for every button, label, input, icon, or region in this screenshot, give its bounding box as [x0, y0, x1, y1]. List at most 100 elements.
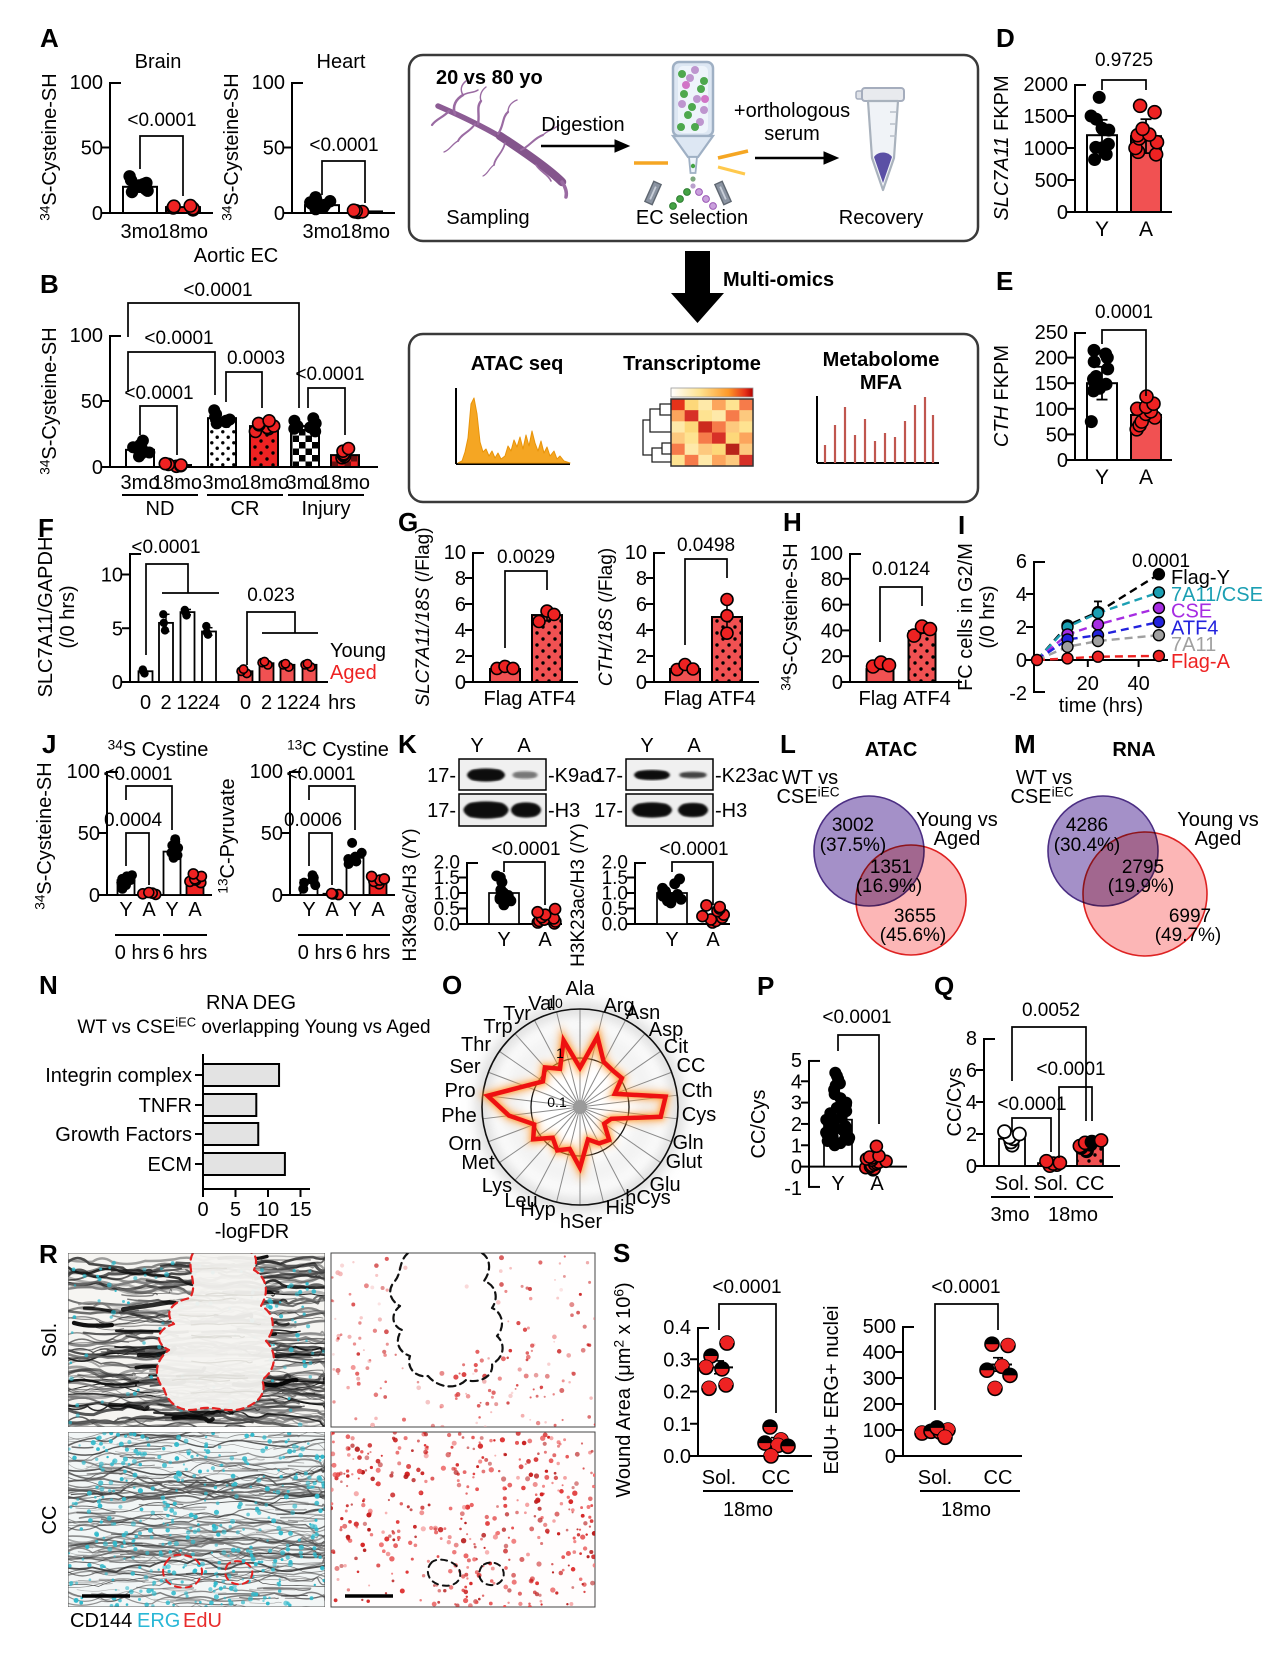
svg-text:ATF4: ATF4: [903, 688, 950, 710]
svg-text:Y: Y: [348, 899, 361, 921]
svg-text:R: R: [39, 1239, 58, 1269]
svg-text:Sol.: Sol.: [702, 1467, 736, 1489]
svg-text:EdU+ ERG+ nuclei: EdU+ ERG+ nuclei: [821, 1306, 843, 1475]
svg-text:6: 6: [966, 1060, 977, 1082]
svg-text:3mo: 3mo: [303, 221, 342, 243]
svg-text:RNA: RNA: [1112, 739, 1155, 761]
svg-text:D: D: [996, 23, 1015, 53]
svg-text:<0.0001: <0.0001: [822, 1007, 891, 1028]
svg-text:J: J: [42, 729, 56, 759]
svg-text:<0.0001: <0.0001: [124, 383, 193, 404]
svg-text:time (hrs): time (hrs): [1059, 695, 1143, 717]
svg-text:M: M: [1014, 729, 1036, 759]
svg-text:400: 400: [863, 1342, 896, 1364]
svg-text:RNA DEG: RNA DEG: [206, 992, 296, 1014]
svg-text:G: G: [398, 507, 418, 537]
svg-text:20 vs 80 yo: 20 vs 80 yo: [436, 67, 543, 89]
svg-text:10: 10: [625, 542, 647, 564]
svg-text:Metabolome: Metabolome: [823, 349, 940, 371]
svg-text:0: 0: [140, 692, 151, 714]
svg-text:<0.0001: <0.0001: [931, 1277, 1000, 1298]
svg-text:Y: Y: [640, 735, 653, 757]
svg-text:Gln: Gln: [672, 1132, 703, 1154]
svg-text:<0.0001: <0.0001: [131, 537, 200, 558]
svg-text:0: 0: [1057, 202, 1068, 224]
svg-text:10: 10: [257, 1199, 279, 1221]
svg-text:Young: Young: [330, 640, 386, 662]
svg-text:WT vs CSEiEC overlapping Young: WT vs CSEiEC overlapping Young vs Aged: [77, 1015, 430, 1038]
svg-text:(/0 hrs): (/0 hrs): [57, 585, 79, 648]
svg-text:34S Cystine: 34S Cystine: [108, 737, 209, 761]
svg-text:<0.0001: <0.0001: [286, 764, 355, 785]
svg-text:Orn: Orn: [448, 1133, 481, 1155]
svg-text:Sol.: Sol.: [918, 1467, 952, 1489]
svg-text:3: 3: [791, 1093, 802, 1115]
svg-text:-1: -1: [784, 1178, 802, 1200]
svg-text:34S-Cysteine-SH: 34S-Cysteine-SH: [37, 327, 61, 474]
svg-text:Hyp: Hyp: [520, 1199, 556, 1221]
svg-text:100: 100: [863, 1420, 896, 1442]
svg-text:3655: 3655: [894, 906, 936, 927]
svg-text:2795: 2795: [1122, 857, 1164, 878]
svg-text:Q: Q: [934, 971, 954, 1001]
svg-text:0.2: 0.2: [663, 1382, 691, 1404]
svg-text:Y: Y: [497, 929, 510, 951]
svg-text:18mo: 18mo: [1048, 1204, 1098, 1226]
svg-text:Y: Y: [1095, 218, 1109, 241]
svg-text:CSE: CSE: [1171, 601, 1212, 623]
svg-text:3mo: 3mo: [121, 221, 160, 243]
svg-text:Flag-A: Flag-A: [1171, 651, 1231, 673]
svg-text:ATF4: ATF4: [708, 688, 755, 710]
svg-text:hrs: hrs: [328, 692, 356, 714]
svg-text:Asn: Asn: [626, 1002, 660, 1024]
svg-text:Aged: Aged: [330, 662, 377, 684]
svg-text:serum: serum: [764, 123, 820, 145]
svg-text:Cys: Cys: [682, 1104, 716, 1126]
svg-text:0.0003: 0.0003: [227, 348, 285, 369]
svg-text:250: 250: [1035, 322, 1068, 344]
svg-text:Asp: Asp: [649, 1019, 683, 1041]
svg-text:A: A: [1139, 466, 1153, 489]
svg-text:<0.0001: <0.0001: [144, 328, 213, 349]
svg-text:500: 500: [863, 1316, 896, 1338]
svg-text:0.1: 0.1: [663, 1414, 691, 1436]
svg-text:CTH FKPM: CTH FKPM: [991, 345, 1013, 447]
svg-text:MFA: MFA: [860, 372, 902, 394]
svg-text:6: 6: [455, 594, 466, 616]
svg-text:34S-Cysteine-SH: 34S-Cysteine-SH: [37, 73, 61, 220]
svg-text:17-: 17-: [594, 765, 623, 787]
svg-text:50: 50: [78, 823, 100, 845]
svg-text:B: B: [40, 269, 59, 299]
svg-text:4: 4: [791, 1071, 802, 1093]
svg-text:6 hrs: 6 hrs: [346, 942, 390, 964]
svg-text:A: A: [870, 1173, 884, 1195]
svg-text:H3K23ac/H3 (/Y): H3K23ac/H3 (/Y): [568, 823, 589, 967]
svg-text:0: 0: [966, 1156, 977, 1178]
svg-text:SLC7A11/GAPDH: SLC7A11/GAPDH: [35, 537, 57, 698]
svg-text:WT vs: WT vs: [782, 767, 838, 789]
svg-text:1.0: 1.0: [602, 884, 628, 905]
svg-text:18mo: 18mo: [941, 1499, 991, 1521]
svg-text:0: 0: [272, 885, 283, 907]
svg-text:SLC7A11/18S (/Flag): SLC7A11/18S (/Flag): [413, 527, 434, 706]
svg-text:CC: CC: [39, 1506, 61, 1535]
svg-text:CC/Cys: CC/Cys: [748, 1090, 770, 1159]
svg-text:Y: Y: [1095, 466, 1109, 489]
svg-text:CSEiEC: CSEiEC: [776, 784, 839, 808]
svg-text:A: A: [142, 899, 156, 921]
svg-text:CSEiEC: CSEiEC: [1010, 784, 1073, 808]
svg-text:1.0: 1.0: [434, 884, 460, 905]
svg-text:34S-Cysteine-SH: 34S-Cysteine-SH: [219, 73, 243, 220]
svg-text:TNFR: TNFR: [139, 1095, 192, 1117]
svg-text:hSer: hSer: [560, 1211, 603, 1233]
svg-text:<0.0001: <0.0001: [309, 135, 378, 156]
svg-text:2: 2: [966, 1124, 977, 1146]
svg-text:17-: 17-: [427, 765, 456, 787]
svg-text:A: A: [1139, 218, 1153, 241]
svg-text:Aged: Aged: [1195, 828, 1242, 850]
svg-text:0 hrs: 0 hrs: [298, 942, 342, 964]
svg-text:12: 12: [176, 692, 198, 714]
svg-text:34S-Cysteine-SH: 34S-Cysteine-SH: [778, 543, 802, 690]
svg-text:2: 2: [636, 646, 647, 668]
svg-text:A: A: [188, 899, 202, 921]
